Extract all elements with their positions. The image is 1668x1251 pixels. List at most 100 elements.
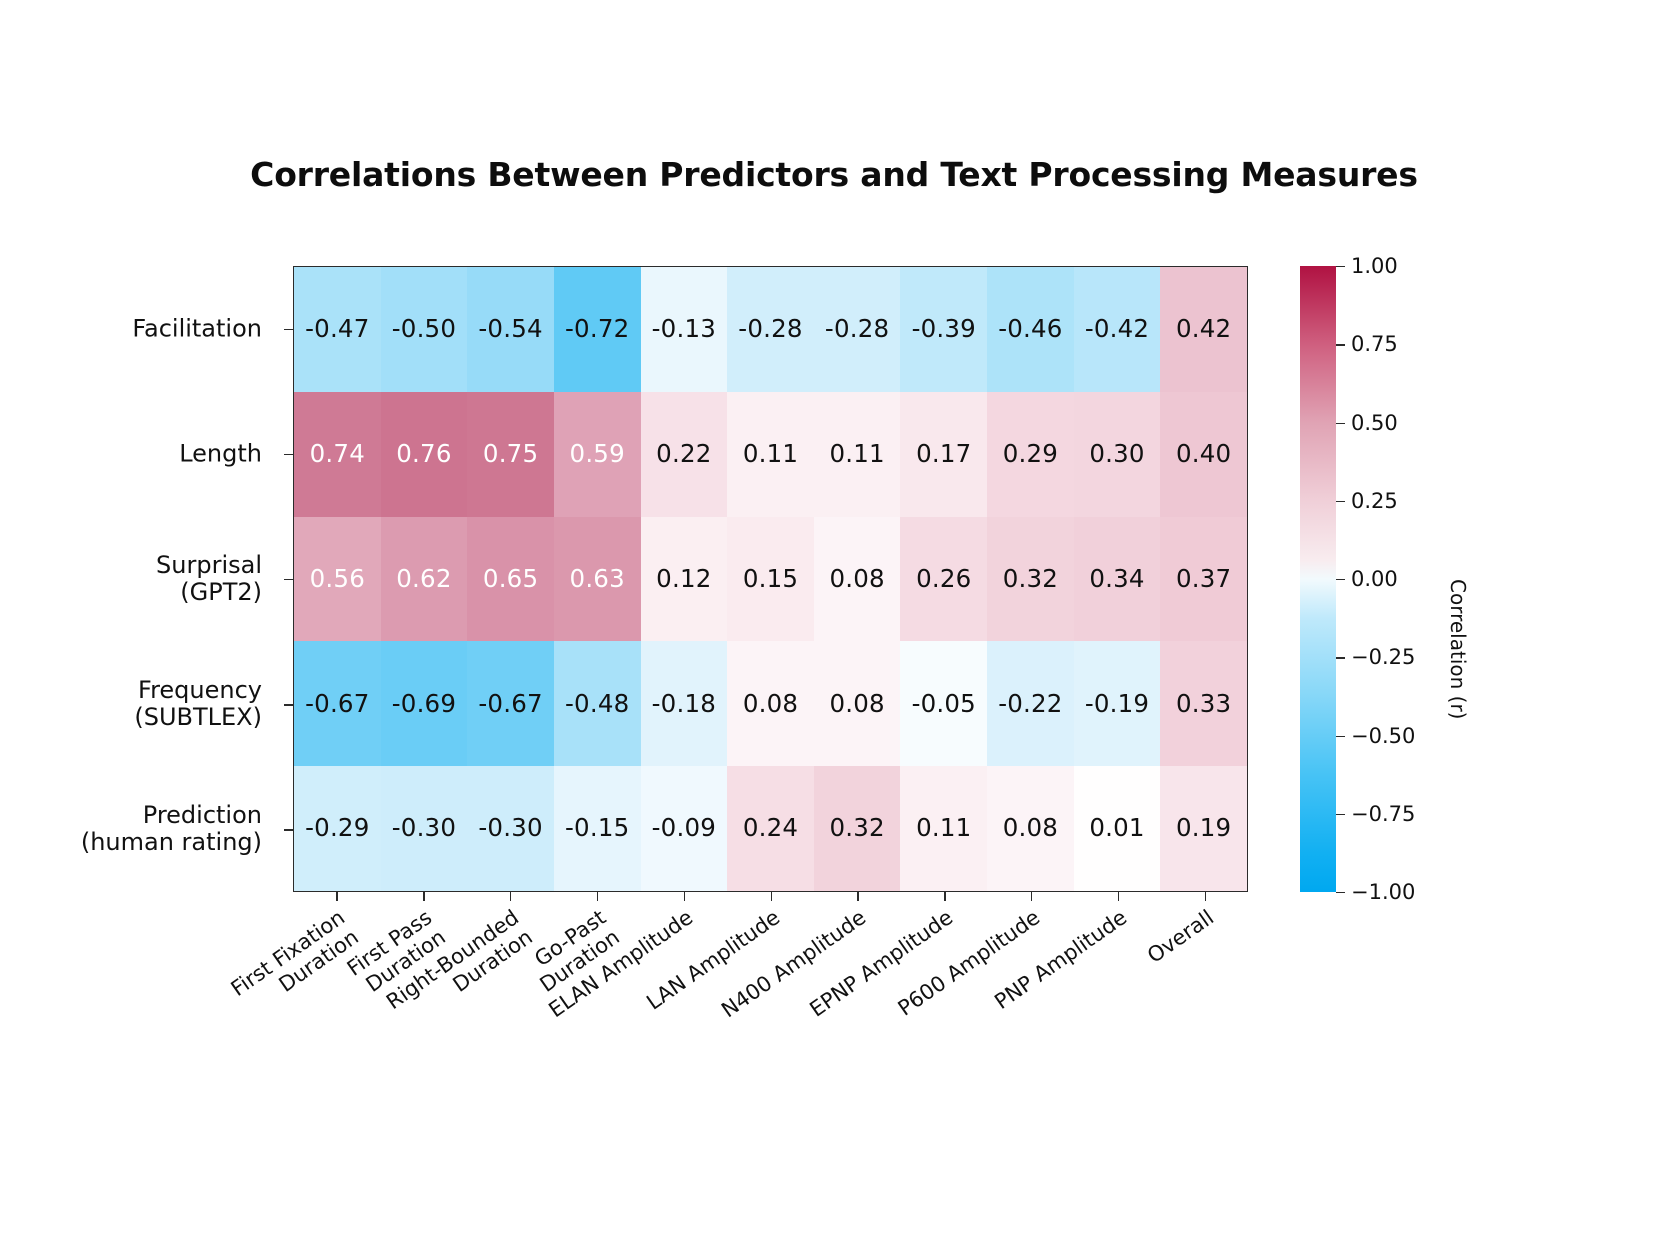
heatmap-cell: -0.47 bbox=[294, 267, 381, 392]
heatmap-cell: -0.28 bbox=[727, 267, 814, 392]
colorbar-tick-mark bbox=[1336, 422, 1345, 424]
colorbar-tick-mark bbox=[1336, 813, 1345, 816]
heatmap-cell-value: 0.26 bbox=[916, 563, 972, 593]
y-axis-tick-mark bbox=[284, 328, 293, 330]
heatmap-cell: -0.13 bbox=[640, 267, 728, 392]
heatmap-cell: 0.15 bbox=[727, 516, 814, 642]
heatmap-cell: -0.18 bbox=[640, 641, 728, 767]
heatmap-cell: 0.24 bbox=[727, 766, 814, 891]
heatmap-cell-value: 0.19 bbox=[1175, 813, 1232, 843]
heatmap-cell: -0.09 bbox=[640, 766, 728, 891]
heatmap-cell-value: 0.12 bbox=[656, 563, 712, 593]
heatmap-cell-value: 0.62 bbox=[396, 563, 452, 593]
heatmap-cell: 0.08 bbox=[813, 641, 901, 767]
heatmap-cell-value: 0.37 bbox=[1175, 563, 1232, 593]
heatmap-cell: -0.50 bbox=[380, 267, 468, 392]
heatmap-cell: -0.46 bbox=[987, 267, 1074, 392]
heatmap-cell: 0.74 bbox=[294, 391, 381, 517]
heatmap-cell: 0.11 bbox=[727, 391, 814, 517]
heatmap-cell-value: 0.17 bbox=[916, 438, 972, 468]
heatmap-cell: 0.17 bbox=[900, 391, 988, 517]
heatmap-cell: 0.63 bbox=[553, 516, 641, 642]
x-axis-tick-mark bbox=[1204, 892, 1206, 901]
heatmap-cell-value: 0.34 bbox=[1089, 563, 1145, 593]
heatmap-cell: -0.15 bbox=[553, 766, 641, 891]
heatmap-cell-value: -0.54 bbox=[478, 314, 543, 344]
heatmap-cell: 0.42 bbox=[1160, 267, 1247, 392]
page-title: Correlations Between Predictors and Text… bbox=[250, 155, 1418, 194]
heatmap-cell: -0.30 bbox=[380, 766, 468, 891]
colorbar-tick-mark bbox=[1336, 266, 1345, 268]
heatmap-cell: 0.11 bbox=[900, 766, 988, 891]
heatmap-cell: 0.75 bbox=[467, 391, 554, 517]
heatmap-cell-value: 0.32 bbox=[829, 813, 885, 843]
heatmap-cell-value: 0.74 bbox=[309, 438, 365, 468]
heatmap-cell-value: -0.22 bbox=[998, 688, 1063, 718]
heatmap-cell: 0.34 bbox=[1073, 516, 1161, 642]
colorbar[interactable] bbox=[1300, 266, 1336, 892]
heatmap-cell: 0.33 bbox=[1160, 641, 1247, 767]
colorbar-tick-mark bbox=[1336, 892, 1345, 894]
heatmap-cell: -0.19 bbox=[1073, 641, 1161, 767]
colorbar-tick-mark bbox=[1336, 344, 1345, 346]
colorbar-tick-label: 1.00 bbox=[1351, 254, 1398, 278]
heatmap-cell-value: 0.11 bbox=[916, 813, 972, 843]
heatmap-cell-value: 0.42 bbox=[1175, 314, 1232, 344]
colorbar-tick-mark bbox=[1336, 735, 1345, 737]
heatmap-cell-value: -0.28 bbox=[738, 314, 803, 344]
heatmap-cell-value: 0.65 bbox=[482, 563, 539, 593]
colorbar-tick-label: 0.25 bbox=[1351, 488, 1398, 513]
x-axis-tick-mark bbox=[1030, 892, 1033, 901]
y-axis-label-group: Facilitation Length Surprisal (GPT2) Freque… bbox=[0, 266, 278, 892]
heatmap-cell-value: -0.19 bbox=[1084, 688, 1150, 718]
heatmap-cell: -0.30 bbox=[467, 766, 554, 891]
heatmap-cell-value: 0.11 bbox=[829, 438, 885, 468]
heatmap-cell-value: 0.76 bbox=[396, 438, 452, 468]
x-axis-tick-mark bbox=[423, 892, 425, 901]
y-axis-tick-mark bbox=[284, 704, 293, 706]
colorbar-tick-mark bbox=[1336, 657, 1345, 659]
colorbar-tick-label: −0.25 bbox=[1351, 645, 1416, 670]
colorbar-tick-label: −1.00 bbox=[1351, 880, 1416, 904]
colorbar-tick-label: 0.50 bbox=[1351, 410, 1398, 435]
heatmap-cell-value: -0.67 bbox=[478, 688, 543, 718]
heatmap-cell-value: 0.11 bbox=[742, 438, 799, 468]
heatmap-cell-value: 0.40 bbox=[1175, 438, 1232, 468]
x-axis-tick-mark bbox=[510, 892, 512, 901]
x-axis-tick-mark bbox=[1117, 892, 1120, 901]
heatmap-cell-value: -0.09 bbox=[651, 813, 717, 843]
heatmap-cell: 0.32 bbox=[813, 766, 901, 891]
heatmap-cell: 0.62 bbox=[380, 516, 468, 642]
heatmap-cell-value: -0.48 bbox=[565, 688, 630, 718]
heatmap-cell-value: 0.75 bbox=[482, 438, 539, 468]
heatmap-cell: 0.12 bbox=[640, 516, 728, 642]
heatmap-cell-value: 0.08 bbox=[829, 688, 885, 718]
colorbar-tick-mark bbox=[1336, 579, 1345, 581]
y-axis-tick-label: Facilitation bbox=[132, 314, 262, 343]
heatmap-cell-value: 0.56 bbox=[309, 563, 365, 593]
heatmap-cell: 0.40 bbox=[1160, 391, 1247, 517]
heatmap-cell-value: -0.30 bbox=[391, 813, 457, 843]
heatmap-cell-value: 0.24 bbox=[742, 813, 799, 843]
heatmap-cell: -0.05 bbox=[900, 641, 988, 767]
heatmap-plot-area: -0.47 -0.50 -0.54 -0.72 -0.13 -0.28 -0.28 -0.39… bbox=[293, 266, 1248, 892]
colorbar-axis-title: Correlation (r) bbox=[1446, 579, 1470, 720]
y-axis-tick-mark bbox=[284, 829, 293, 831]
heatmap-cell-value: -0.18 bbox=[651, 688, 717, 718]
colorbar-tick-mark bbox=[1336, 500, 1345, 503]
heatmap-cell-value: -0.72 bbox=[565, 314, 630, 344]
heatmap-cell: 0.08 bbox=[727, 641, 814, 767]
heatmap-cell-value: -0.67 bbox=[305, 688, 370, 718]
heatmap-cell-value: 0.63 bbox=[569, 563, 625, 593]
heatmap-cell: -0.39 bbox=[900, 267, 988, 392]
heatmap-cell: -0.54 bbox=[467, 267, 554, 392]
heatmap-cell: 0.22 bbox=[640, 391, 728, 517]
heatmap-cell: 0.65 bbox=[467, 516, 554, 642]
heatmap-cell-value: 0.15 bbox=[742, 563, 799, 593]
heatmap-cell: 0.56 bbox=[294, 516, 381, 642]
heatmap-cell: 0.08 bbox=[813, 516, 901, 642]
colorbar-gradient bbox=[1300, 266, 1336, 892]
heatmap-cell-value: -0.05 bbox=[911, 688, 976, 718]
heatmap-cell-value: 0.32 bbox=[1002, 563, 1059, 593]
